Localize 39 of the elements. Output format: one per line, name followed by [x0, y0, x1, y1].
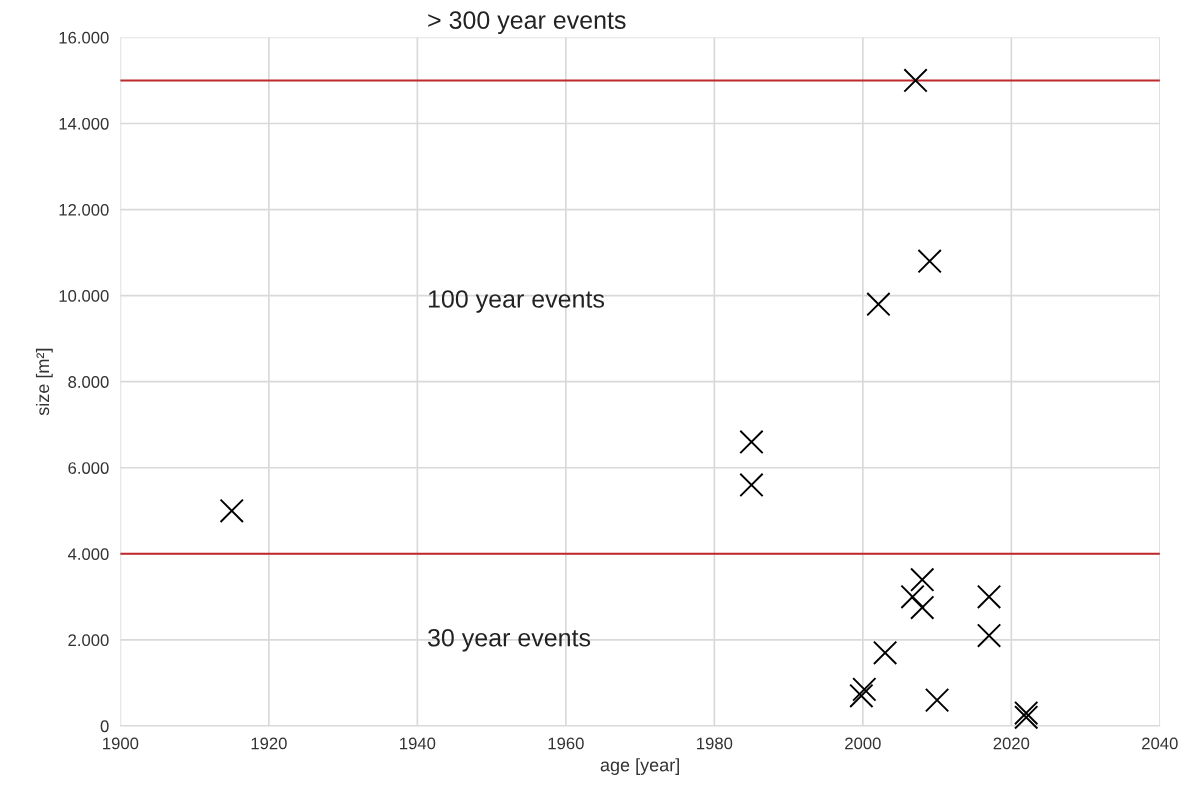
y-tick-label: 2.000: [68, 634, 109, 647]
point: [872, 640, 898, 665]
y-tick-label: 6.000: [68, 462, 109, 474]
point: [910, 567, 935, 592]
point: [910, 595, 935, 620]
text: > 300 year events: [428, 11, 626, 34]
x-tick-label: 1940: [400, 737, 436, 750]
y-tick-label: 16.000: [59, 31, 109, 44]
point: [903, 68, 928, 93]
point: [849, 683, 874, 708]
point: [219, 498, 244, 523]
point: [976, 584, 1002, 610]
point: [917, 249, 942, 274]
y-tick-label: 10.000: [59, 290, 109, 302]
x-tick-label: 1900: [103, 737, 139, 750]
annotation: 30 year events: [427, 628, 591, 652]
point: [900, 584, 925, 610]
point: [1014, 705, 1039, 730]
point: [976, 623, 1002, 648]
y-tick-label: 14.000: [59, 117, 109, 130]
x-tick-label: 1920: [251, 737, 287, 750]
x-tick-label: 1980: [697, 737, 733, 750]
point: [866, 292, 891, 317]
point: [739, 472, 764, 498]
x-tick-label: 2040: [1142, 737, 1178, 750]
y-tick-label: 0: [100, 720, 109, 733]
point: [852, 677, 877, 702]
y-tick-label: 12.000: [59, 203, 109, 216]
point: [1014, 700, 1039, 726]
y-axis-title: size [m²]: [35, 348, 53, 416]
y-tick-label: 8.000: [68, 376, 109, 388]
x-tick-label: 2020: [993, 737, 1030, 750]
x-axis-title: age [year]: [600, 758, 679, 775]
x-tick-label: 1960: [548, 737, 584, 750]
y-tick-label: 4.000: [67, 548, 109, 561]
point: [739, 429, 764, 455]
x-tick-label: 2000: [845, 737, 881, 750]
annotation: 100 year events: [428, 290, 605, 313]
point: [924, 687, 950, 713]
